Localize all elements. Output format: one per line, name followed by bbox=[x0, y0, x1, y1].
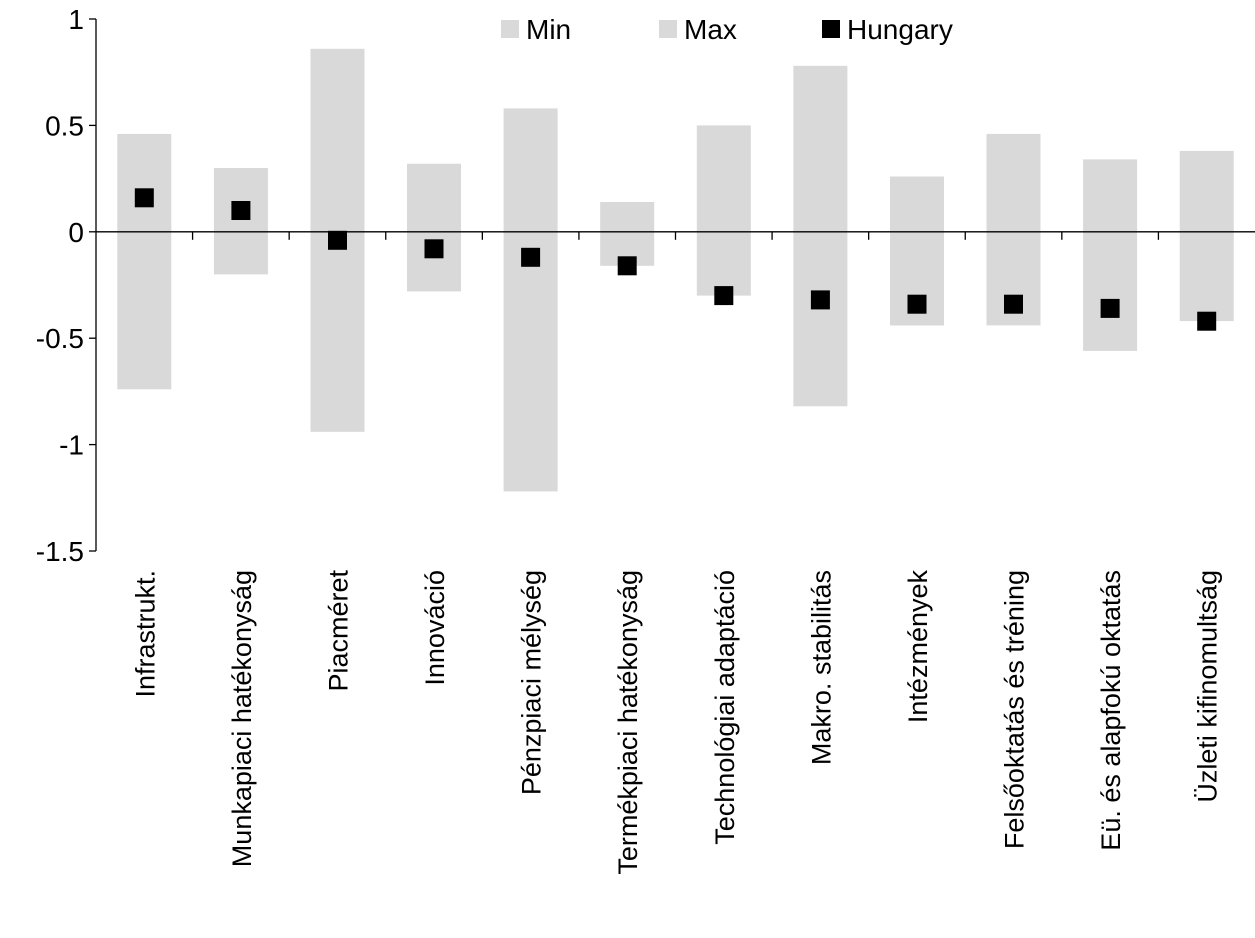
axes-layer bbox=[89, 18, 1255, 552]
category-label: Eü. és alapfokú oktatás bbox=[1096, 570, 1126, 851]
category-label: Innováció bbox=[420, 570, 450, 686]
y-tick-label: 0.5 bbox=[45, 110, 84, 141]
y-tick-labels: 1 0.5 0 -0.5 -1 -1.5 bbox=[36, 4, 84, 567]
range-bars-layer bbox=[117, 48, 1234, 492]
range-bar bbox=[793, 65, 848, 407]
y-tick-label: -1.5 bbox=[36, 536, 84, 567]
hungary-marker bbox=[424, 239, 444, 259]
hungary-marker bbox=[134, 188, 154, 208]
range-bar bbox=[986, 133, 1041, 326]
category-label: Makro. stabilitás bbox=[806, 570, 836, 765]
legend-label: Min bbox=[526, 14, 571, 45]
range-bar bbox=[600, 202, 655, 266]
hungary-marker bbox=[1100, 298, 1120, 318]
hungary-markers-layer bbox=[134, 188, 1217, 331]
category-label: Termékpiaci hatékonyság bbox=[613, 570, 643, 875]
legend-swatch bbox=[822, 20, 840, 38]
range-bar bbox=[696, 125, 751, 296]
y-tick-label: -0.5 bbox=[36, 323, 84, 354]
category-label: Infrastrukt. bbox=[130, 570, 160, 698]
range-bar bbox=[1083, 159, 1138, 351]
y-tick-label: 0 bbox=[68, 217, 84, 248]
hungary-marker bbox=[907, 294, 927, 314]
category-label: Piacméret bbox=[323, 570, 353, 692]
category-label: Felsőoktatás és tréning bbox=[1000, 570, 1030, 849]
hungary-marker bbox=[231, 201, 251, 220]
hungary-marker bbox=[810, 290, 830, 310]
hungary-marker bbox=[714, 286, 734, 306]
hungary-marker bbox=[1004, 294, 1023, 314]
hungary-marker bbox=[521, 247, 541, 267]
legend-label: Max bbox=[684, 14, 737, 45]
hungary-marker bbox=[328, 230, 347, 250]
range-bar bbox=[213, 168, 268, 275]
legend-swatch bbox=[501, 20, 519, 38]
range-bar bbox=[117, 133, 172, 390]
legend-label: Hungary bbox=[847, 14, 953, 45]
range-bar bbox=[503, 108, 558, 492]
legend-swatch bbox=[659, 20, 677, 38]
category-label: Munkapiaci hatékonyság bbox=[227, 570, 257, 867]
y-tick-label: 1 bbox=[68, 4, 84, 35]
hungary-marker bbox=[1197, 311, 1217, 331]
category-label: Intézmények bbox=[903, 570, 933, 724]
legend: Min Max Hungary bbox=[501, 14, 953, 45]
category-label: Technológiai adaptáció bbox=[710, 570, 740, 845]
range-bar bbox=[407, 163, 461, 292]
range-bar bbox=[1179, 150, 1234, 322]
category-label: Pénzpiaci mélység bbox=[517, 570, 547, 795]
y-tick-label: -1 bbox=[59, 430, 84, 461]
hungary-marker bbox=[617, 256, 637, 276]
category-labels: Infrastrukt. Munkapiaci hatékonyság Piacmé… bbox=[130, 570, 1222, 875]
category-label: Üzleti kifinomultság bbox=[1193, 570, 1223, 803]
